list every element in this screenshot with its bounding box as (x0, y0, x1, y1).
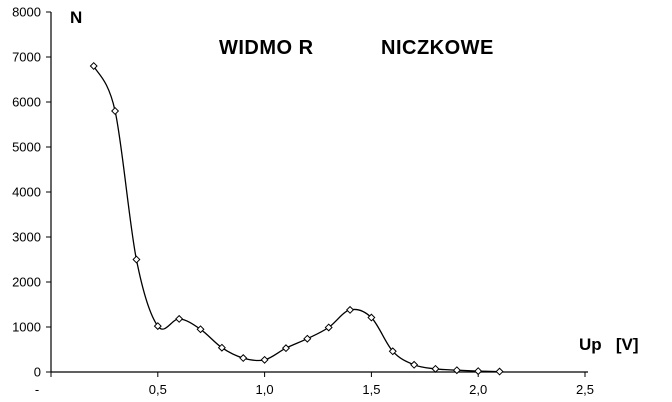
data-point (132, 255, 141, 264)
data-point (260, 355, 269, 364)
chart-title-left: WIDMO R (219, 37, 314, 59)
data-point (239, 354, 248, 363)
y-tick-label: 1000 (12, 320, 41, 335)
x-tick-label: 1,0 (256, 382, 274, 397)
data-point (474, 367, 483, 376)
y-tick-label: 3000 (12, 230, 41, 245)
y-tick-label: 5000 (12, 140, 41, 155)
y-tick-label: 2000 (12, 275, 41, 290)
series-line (93, 65, 500, 373)
axes (50, 12, 588, 373)
x-tick-label: 1,5 (362, 382, 380, 397)
data-point (175, 314, 184, 323)
data-point (346, 305, 355, 314)
data-point (495, 367, 504, 376)
x-tick-label: 0,5 (149, 382, 167, 397)
x-tick-label: 2,5 (576, 382, 594, 397)
x-tick-label: 2,0 (469, 382, 487, 397)
data-point (303, 334, 312, 343)
y-tick-label: 8000 (12, 5, 41, 20)
y-tick-label: 4000 (12, 185, 41, 200)
tick-marks (46, 11, 586, 377)
data-point (431, 364, 440, 373)
data-point (281, 344, 290, 353)
x-tick-label: - (35, 382, 39, 397)
data-point (410, 360, 419, 369)
data-point (111, 106, 120, 116)
data-points (89, 61, 504, 376)
y-tick-label: 0 (34, 365, 41, 380)
data-point (367, 313, 376, 322)
data-point (452, 366, 461, 375)
chart-title-right: NICZKOWE (381, 37, 494, 59)
y-tick-label: 7000 (12, 50, 41, 65)
data-point (196, 325, 205, 334)
data-point (153, 322, 162, 331)
tick-labels: 0 1000 2000 3000 4000 5000 6000 7000 8000 - 0,5 1,0… (12, 5, 594, 398)
data-point (89, 61, 98, 71)
data-point (324, 323, 333, 332)
x-axis-title: Up [V] (579, 335, 639, 354)
data-point (217, 343, 226, 352)
y-axis-title: N (70, 8, 82, 27)
data-point (388, 347, 397, 356)
y-tick-label: 6000 (12, 95, 41, 110)
